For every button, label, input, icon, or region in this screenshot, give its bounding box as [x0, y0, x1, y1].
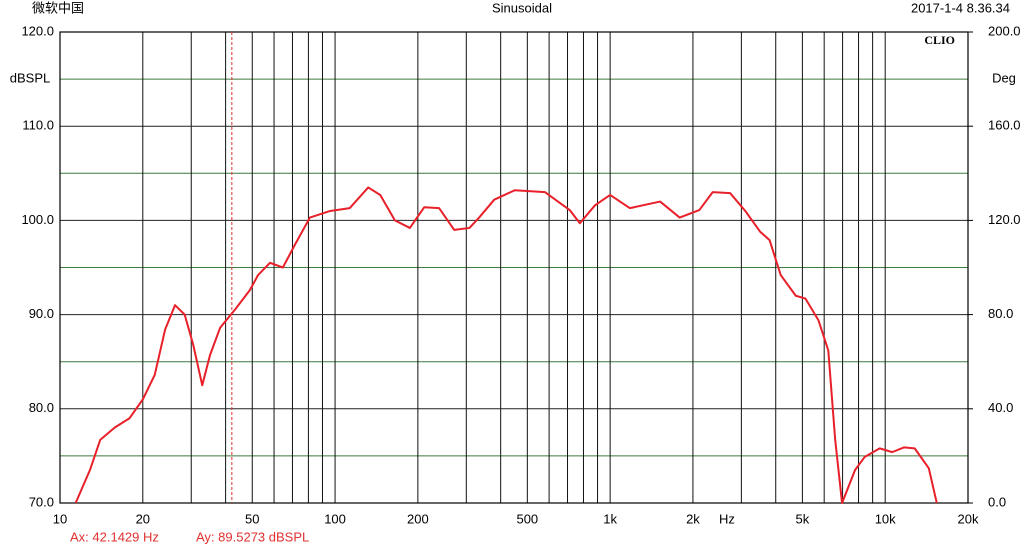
y-axis-label: dBSPL [10, 70, 50, 85]
y2-tick-label: 200.0 [988, 23, 1021, 38]
y2-tick-label: 0.0 [988, 494, 1006, 509]
x-tick-label: 500 [516, 511, 538, 526]
y2-axis-label: Deg [992, 70, 1016, 85]
x-tick-label: 20k [958, 511, 979, 526]
cursor-x-readout: Ax: 42.1429 Hz [70, 529, 159, 544]
x-unit-label: Hz [719, 511, 735, 526]
x-tick-label: 50 [245, 511, 259, 526]
y2-tick-label: 40.0 [988, 400, 1013, 415]
x-tick-label: 10 [53, 511, 67, 526]
chart-title: Sinusoidal [492, 0, 552, 15]
y-tick-label: 120.0 [21, 23, 54, 38]
plot-frame [59, 31, 969, 504]
y-tick-label: 70.0 [29, 494, 54, 509]
x-tick-label: 100 [324, 511, 346, 526]
x-tick-label: 200 [407, 511, 429, 526]
x-tick-label: 5k [796, 511, 810, 526]
x-tick-label: 10k [875, 511, 896, 526]
y-tick-label: 90.0 [29, 306, 54, 321]
y-tick-label: 110.0 [22, 118, 54, 133]
timestamp: 2017-1-4 8.36.34 [911, 0, 1010, 15]
cursor-y-readout: Ay: 89.5273 dBSPL [196, 529, 309, 544]
y2-tick-label: 80.0 [988, 306, 1013, 321]
y-tick-label: 80.0 [29, 400, 54, 415]
y-tick-label: 100.0 [21, 212, 54, 227]
response-line [74, 186, 938, 504]
x-tick-label: 20 [136, 511, 150, 526]
y2-tick-label: 160.0 [988, 118, 1021, 133]
x-tick-label: 1k [603, 511, 617, 526]
top-left-label: 微软中国 [32, 0, 84, 15]
logo: CLIO [924, 33, 955, 47]
x-tick-label: 2k [686, 511, 700, 526]
y2-tick-label: 120.0 [988, 212, 1021, 227]
